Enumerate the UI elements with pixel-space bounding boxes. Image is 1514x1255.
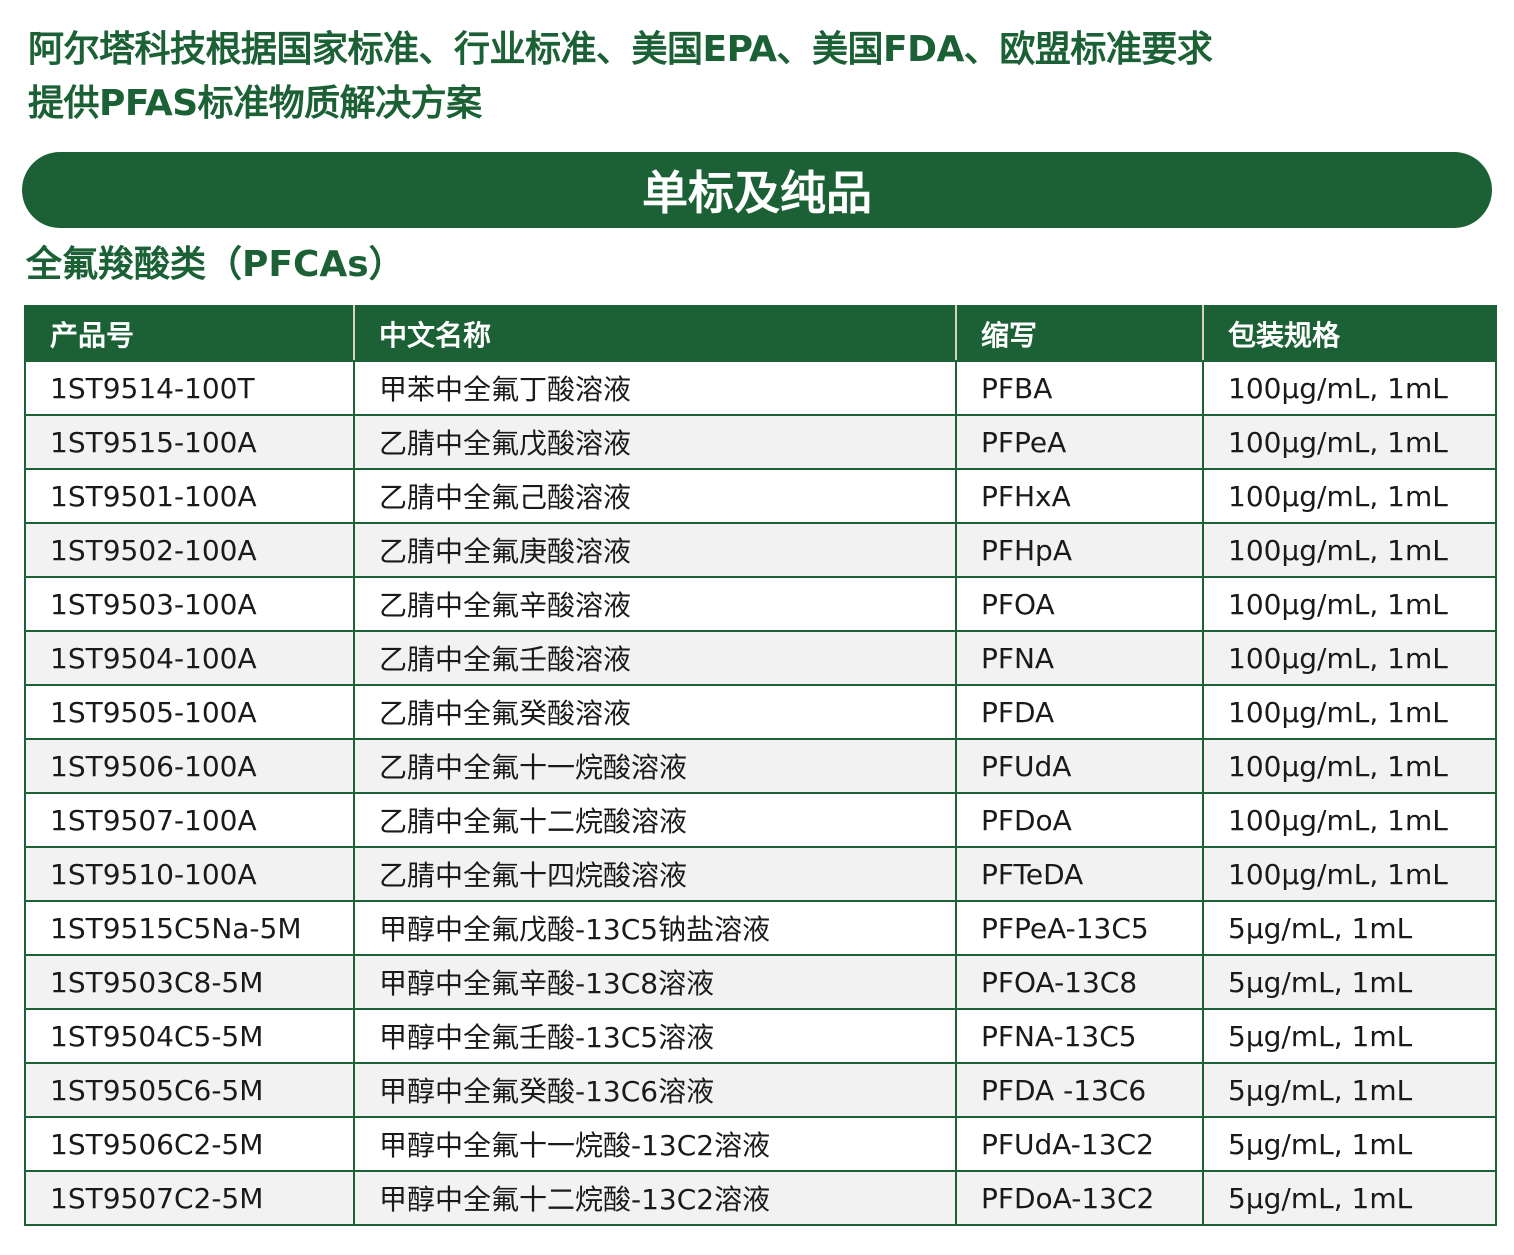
package-cell: 100μg/mL, 1mL [1202,792,1497,848]
package-cell: 100μg/mL, 1mL [1202,576,1497,632]
abbreviation-cell: PFUdA-13C2 [955,1116,1204,1172]
chinese-name-cell: 甲醇中全氟十二烷酸-13C2溶液 [353,1170,957,1226]
abbreviation-cell: PFDA -13C6 [955,1062,1204,1118]
table-row: 1ST9506-100A 乙腈中全氟十一烷酸溶液 PFUdA 100μg/mL, 1m… [24,738,1497,794]
product-no-cell: 1ST9510-100A [24,846,355,902]
package-cell: 100μg/mL, 1mL [1202,360,1497,416]
package-cell: 100μg/mL, 1mL [1202,684,1497,740]
table-row: 1ST9515C5Na-5M 甲醇中全氟戊酸-13C5钠盐溶液 PFPeA-13C5… [24,900,1497,956]
chinese-name-cell: 乙腈中全氟十四烷酸溶液 [353,846,957,902]
abbreviation-cell: PFOA-13C8 [955,954,1204,1010]
product-no-cell: 1ST9501-100A [24,468,355,524]
table-row: 1ST9505-100A 乙腈中全氟癸酸溶液 PFDA 100μg/mL, 1mL [24,684,1497,740]
table-row: 1ST9514-100T 甲苯中全氟丁酸溶液 PFBA 100μg/mL, 1mL [24,360,1497,416]
chinese-name-cell: 乙腈中全氟庚酸溶液 [353,522,957,578]
product-no-cell: 1ST9515C5Na-5M [24,900,355,956]
abbreviation-cell: PFHpA [955,522,1204,578]
package-cell: 5μg/mL, 1mL [1202,1008,1497,1064]
product-no-cell: 1ST9507C2-5M [24,1170,355,1226]
product-no-cell: 1ST9507-100A [24,792,355,848]
product-table: 产品号 中文名称 缩写 包装规格 1ST9514-100T 甲苯中全氟丁酸溶液 PF… [24,305,1497,1226]
abbreviation-cell: PFUdA [955,738,1204,794]
abbreviation-cell: PFDoA [955,792,1204,848]
chinese-name-cell: 乙腈中全氟辛酸溶液 [353,576,957,632]
package-cell: 5μg/mL, 1mL [1202,1062,1497,1118]
abbreviation-cell: PFDoA-13C2 [955,1170,1204,1226]
chinese-name-cell: 乙腈中全氟十二烷酸溶液 [353,792,957,848]
table-row: 1ST9507C2-5M 甲醇中全氟十二烷酸-13C2溶液 PFDoA-13C2 5μ… [24,1170,1497,1226]
chinese-name-cell: 甲醇中全氟戊酸-13C5钠盐溶液 [353,900,957,956]
table-row: 1ST9502-100A 乙腈中全氟庚酸溶液 PFHpA 100μg/mL, 1mL [24,522,1497,578]
abbreviation-cell: PFBA [955,360,1204,416]
table-row: 1ST9515-100A 乙腈中全氟戊酸溶液 PFPeA 100μg/mL, 1mL [24,414,1497,470]
product-no-cell: 1ST9515-100A [24,414,355,470]
page-title-line-1: 阿尔塔科技根据国家标准、行业标准、美国EPA、美国FDA、欧盟标准要求 [28,29,1213,70]
chinese-name-cell: 甲醇中全氟十一烷酸-13C2溶液 [353,1116,957,1172]
column-header-chinese-name: 中文名称 [353,305,957,362]
package-cell: 5μg/mL, 1mL [1202,900,1497,956]
product-no-cell: 1ST9502-100A [24,522,355,578]
package-cell: 100μg/mL, 1mL [1202,846,1497,902]
table-row: 1ST9506C2-5M 甲醇中全氟十一烷酸-13C2溶液 PFUdA-13C2 5μ… [24,1116,1497,1172]
chinese-name-cell: 甲醇中全氟癸酸-13C6溶液 [353,1062,957,1118]
package-cell: 100μg/mL, 1mL [1202,738,1497,794]
package-cell: 5μg/mL, 1mL [1202,1116,1497,1172]
table-row: 1ST9501-100A 乙腈中全氟己酸溶液 PFHxA 100μg/mL, 1mL [24,468,1497,524]
category-banner: 单标及纯品 [22,152,1492,228]
package-cell: 100μg/mL, 1mL [1202,630,1497,686]
chinese-name-cell: 甲醇中全氟辛酸-13C8溶液 [353,954,957,1010]
table-row: 1ST9510-100A 乙腈中全氟十四烷酸溶液 PFTeDA 100μg/mL, 1… [24,846,1497,902]
table-row: 1ST9503C8-5M 甲醇中全氟辛酸-13C8溶液 PFOA-13C8 5μg/m… [24,954,1497,1010]
product-no-cell: 1ST9504C5-5M [24,1008,355,1064]
chinese-name-cell: 甲苯中全氟丁酸溶液 [353,360,957,416]
table-row: 1ST9507-100A 乙腈中全氟十二烷酸溶液 PFDoA 100μg/mL, 1m… [24,792,1497,848]
abbreviation-cell: PFTeDA [955,846,1204,902]
column-header-product-no: 产品号 [24,305,355,362]
abbreviation-cell: PFOA [955,576,1204,632]
package-cell: 100μg/mL, 1mL [1202,414,1497,470]
product-no-cell: 1ST9503-100A [24,576,355,632]
column-header-package: 包装规格 [1202,305,1497,362]
product-no-cell: 1ST9514-100T [24,360,355,416]
chinese-name-cell: 乙腈中全氟壬酸溶液 [353,630,957,686]
product-no-cell: 1ST9504-100A [24,630,355,686]
chinese-name-cell: 乙腈中全氟十一烷酸溶液 [353,738,957,794]
abbreviation-cell: PFDA [955,684,1204,740]
table-header-row: 产品号 中文名称 缩写 包装规格 [24,305,1497,362]
abbreviation-cell: PFNA-13C5 [955,1008,1204,1064]
abbreviation-cell: PFPeA-13C5 [955,900,1204,956]
package-cell: 5μg/mL, 1mL [1202,1170,1497,1226]
chinese-name-cell: 甲醇中全氟壬酸-13C5溶液 [353,1008,957,1064]
abbreviation-cell: PFPeA [955,414,1204,470]
section-heading: 全氟羧酸类（PFCAs） [26,244,405,285]
chinese-name-cell: 乙腈中全氟癸酸溶液 [353,684,957,740]
product-no-cell: 1ST9505C6-5M [24,1062,355,1118]
table-row: 1ST9505C6-5M 甲醇中全氟癸酸-13C6溶液 PFDA -13C6 5μg/… [24,1062,1497,1118]
package-cell: 100μg/mL, 1mL [1202,468,1497,524]
abbreviation-cell: PFHxA [955,468,1204,524]
table-row: 1ST9504C5-5M 甲醇中全氟壬酸-13C5溶液 PFNA-13C5 5μg/m… [24,1008,1497,1064]
abbreviation-cell: PFNA [955,630,1204,686]
product-no-cell: 1ST9505-100A [24,684,355,740]
product-no-cell: 1ST9503C8-5M [24,954,355,1010]
package-cell: 5μg/mL, 1mL [1202,954,1497,1010]
page-title-line-2: 提供PFAS标准物质解决方案 [28,83,482,124]
column-header-abbreviation: 缩写 [955,305,1204,362]
table-row: 1ST9504-100A 乙腈中全氟壬酸溶液 PFNA 100μg/mL, 1mL [24,630,1497,686]
table-row: 1ST9503-100A 乙腈中全氟辛酸溶液 PFOA 100μg/mL, 1mL [24,576,1497,632]
chinese-name-cell: 乙腈中全氟戊酸溶液 [353,414,957,470]
package-cell: 100μg/mL, 1mL [1202,522,1497,578]
product-no-cell: 1ST9506-100A [24,738,355,794]
product-no-cell: 1ST9506C2-5M [24,1116,355,1172]
chinese-name-cell: 乙腈中全氟己酸溶液 [353,468,957,524]
